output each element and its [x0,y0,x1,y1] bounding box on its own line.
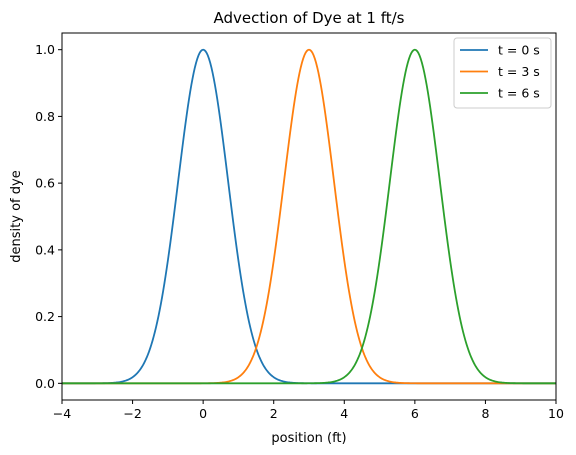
series-lines [62,48,556,385]
legend-label: t = 0 s [498,43,540,58]
legend-label: t = 6 s [498,86,540,101]
x-tick-label: −4 [53,406,71,421]
chart-title: Advection of Dye at 1 ft/s [214,9,405,27]
legend-label: t = 3 s [498,64,540,79]
x-tick-label: 6 [411,406,419,421]
y-axis-ticks: 0.0 0.2 0.4 0.6 0.8 1.0 [35,42,62,391]
x-tick-label: 8 [481,406,489,421]
legend: t = 0 s t = 3 s t = 6 s [453,37,552,109]
y-tick-label: 0.6 [35,176,55,191]
axes-frame [61,32,557,401]
x-tick-label: −2 [123,406,141,421]
series-line-2 [62,48,556,385]
y-tick-label: 1.0 [35,42,55,57]
y-tick-label: 0.4 [35,242,55,257]
x-tick-label: 2 [270,406,278,421]
y-tick-label: 0.0 [35,376,55,391]
x-tick-label: 4 [340,406,348,421]
x-tick-label: 0 [199,406,207,421]
x-tick-label: 10 [548,406,564,421]
x-axis-label: position (ft) [271,431,346,446]
y-axis-label: density of dye [9,170,24,262]
legend-frame [453,37,552,109]
y-tick-label: 0.8 [35,109,55,124]
x-axis-ticks: −4 −2 0 2 4 6 8 10 [53,400,564,421]
y-tick-label: 0.2 [35,309,55,324]
